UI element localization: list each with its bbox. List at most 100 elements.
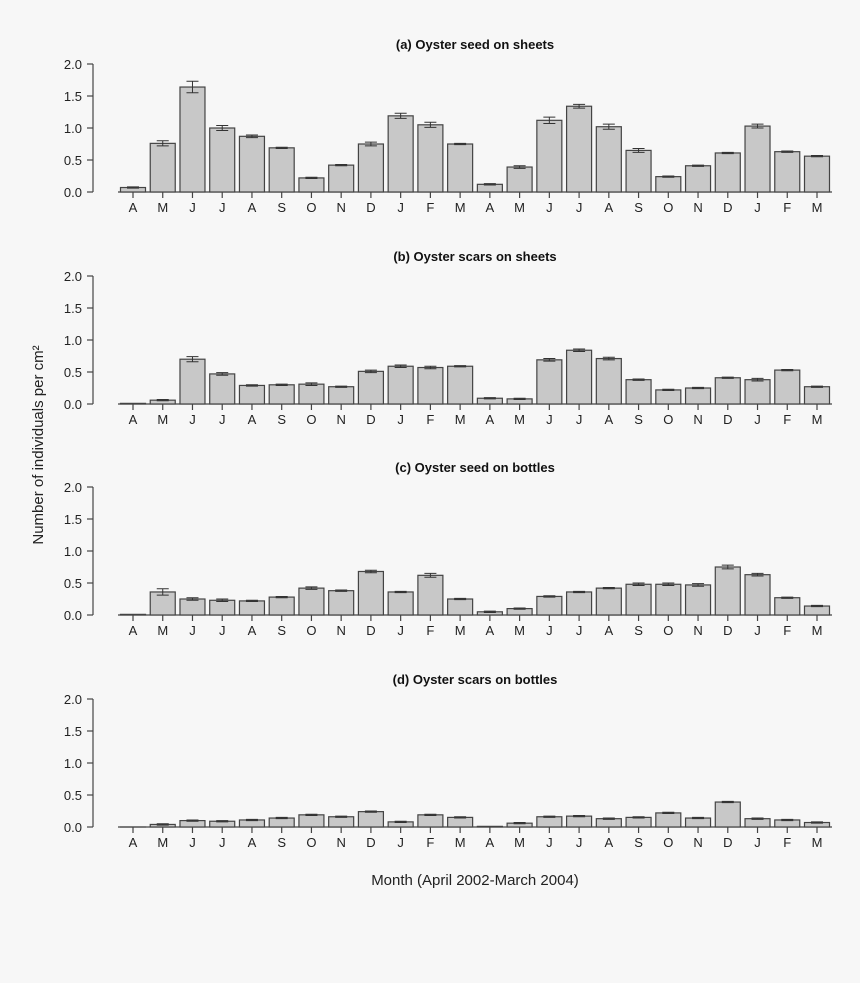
x-tick-label: N xyxy=(336,412,345,427)
bar xyxy=(744,574,771,616)
error-bar xyxy=(364,569,377,574)
x-tick-label: F xyxy=(783,200,791,215)
error-bar xyxy=(632,378,645,381)
x-tick-label: M xyxy=(455,835,466,850)
error-bar xyxy=(483,397,496,400)
bar xyxy=(328,816,355,828)
error-bar xyxy=(454,142,467,146)
error-bar xyxy=(483,610,496,613)
y-tick-label: 0.5 xyxy=(64,153,82,168)
x-tick-label: F xyxy=(426,835,434,850)
bar xyxy=(595,818,622,828)
bar xyxy=(447,365,474,405)
x-tick-label: J xyxy=(219,835,226,850)
error-bar xyxy=(692,816,705,820)
bar xyxy=(655,389,682,405)
error-bar xyxy=(721,800,734,804)
x-tick-label: A xyxy=(486,200,495,215)
bar xyxy=(447,143,474,193)
bar xyxy=(744,125,771,193)
bar xyxy=(417,366,444,405)
bar xyxy=(625,379,652,405)
x-tick-label: O xyxy=(306,623,316,638)
error-bar xyxy=(394,820,407,824)
bar xyxy=(268,147,295,193)
bar xyxy=(595,126,622,193)
error-bar xyxy=(662,811,675,815)
x-tick-label: A xyxy=(129,200,138,215)
x-tick-label: M xyxy=(514,412,525,427)
error-bar xyxy=(275,595,288,599)
x-tick-label: F xyxy=(426,623,434,638)
y-tick-label: 0.5 xyxy=(64,576,82,591)
y-tick-label: 2.0 xyxy=(64,692,82,707)
bar xyxy=(536,119,563,193)
error-bar xyxy=(662,175,675,178)
error-bar xyxy=(335,589,348,592)
y-tick-label: 1.0 xyxy=(64,333,82,348)
x-tick-label: J xyxy=(219,623,226,638)
x-tick-label: A xyxy=(129,412,138,427)
bar xyxy=(714,566,741,616)
x-axis-label: Month (April 2002-March 2004) xyxy=(371,872,579,889)
x-tick-label: O xyxy=(306,412,316,427)
bar xyxy=(328,164,355,193)
bar xyxy=(625,149,652,193)
x-tick-label: D xyxy=(366,835,375,850)
error-bar xyxy=(245,134,258,139)
error-bar xyxy=(573,590,586,594)
bar xyxy=(149,142,176,193)
x-tick-label: N xyxy=(693,623,702,638)
panel-b: (b) Oyster scars on sheets 0.0 0.5 1.0 1.5 2.… xyxy=(64,249,832,427)
bar xyxy=(684,817,712,828)
x-tick-label: J xyxy=(576,623,583,638)
error-bar xyxy=(811,155,823,158)
x-tick-label: M xyxy=(157,623,168,638)
x-tick-label: F xyxy=(783,835,791,850)
error-bar xyxy=(483,183,496,186)
error-bar xyxy=(394,590,407,594)
x-tick-label: J xyxy=(576,412,583,427)
error-bar xyxy=(364,810,377,813)
bar xyxy=(357,143,385,193)
bar xyxy=(447,816,474,828)
bar xyxy=(684,584,712,616)
bar xyxy=(744,379,771,405)
bar xyxy=(744,818,771,828)
error-bar xyxy=(186,597,199,601)
x-tick-label: M xyxy=(812,200,823,215)
bar xyxy=(328,386,355,405)
bar xyxy=(238,384,266,405)
x-tick-label: S xyxy=(634,412,643,427)
error-bar xyxy=(156,399,169,402)
bar xyxy=(536,595,563,616)
x-tick-label: S xyxy=(634,835,643,850)
x-tick-label: D xyxy=(723,412,732,427)
y-tick-label: 0.5 xyxy=(64,365,82,380)
error-bar xyxy=(275,816,288,820)
x-tick-label: F xyxy=(783,623,791,638)
x-tick-label: J xyxy=(219,412,226,427)
x-tick-label: J xyxy=(219,200,226,215)
x-tick-label: J xyxy=(189,200,196,215)
error-bar xyxy=(305,586,318,590)
x-tick-label: M xyxy=(455,200,466,215)
error-bar xyxy=(543,815,556,818)
x-tick-label: A xyxy=(604,412,613,427)
bar xyxy=(298,383,325,405)
bar xyxy=(209,373,236,405)
error-bar xyxy=(275,146,288,149)
x-tick-label: N xyxy=(693,412,702,427)
bar xyxy=(565,349,593,405)
y-tick-label: 2.0 xyxy=(64,57,82,72)
x-tick-label: J xyxy=(546,412,553,427)
bar xyxy=(714,801,741,828)
x-tick-label: M xyxy=(514,623,525,638)
x-tick-label: S xyxy=(277,412,286,427)
bar xyxy=(179,358,206,405)
error-bar xyxy=(751,817,764,820)
y-tick-label: 1.0 xyxy=(64,121,82,136)
bar xyxy=(625,583,652,616)
x-tick-label: N xyxy=(693,200,702,215)
y-tick-label: 2.0 xyxy=(64,269,82,284)
